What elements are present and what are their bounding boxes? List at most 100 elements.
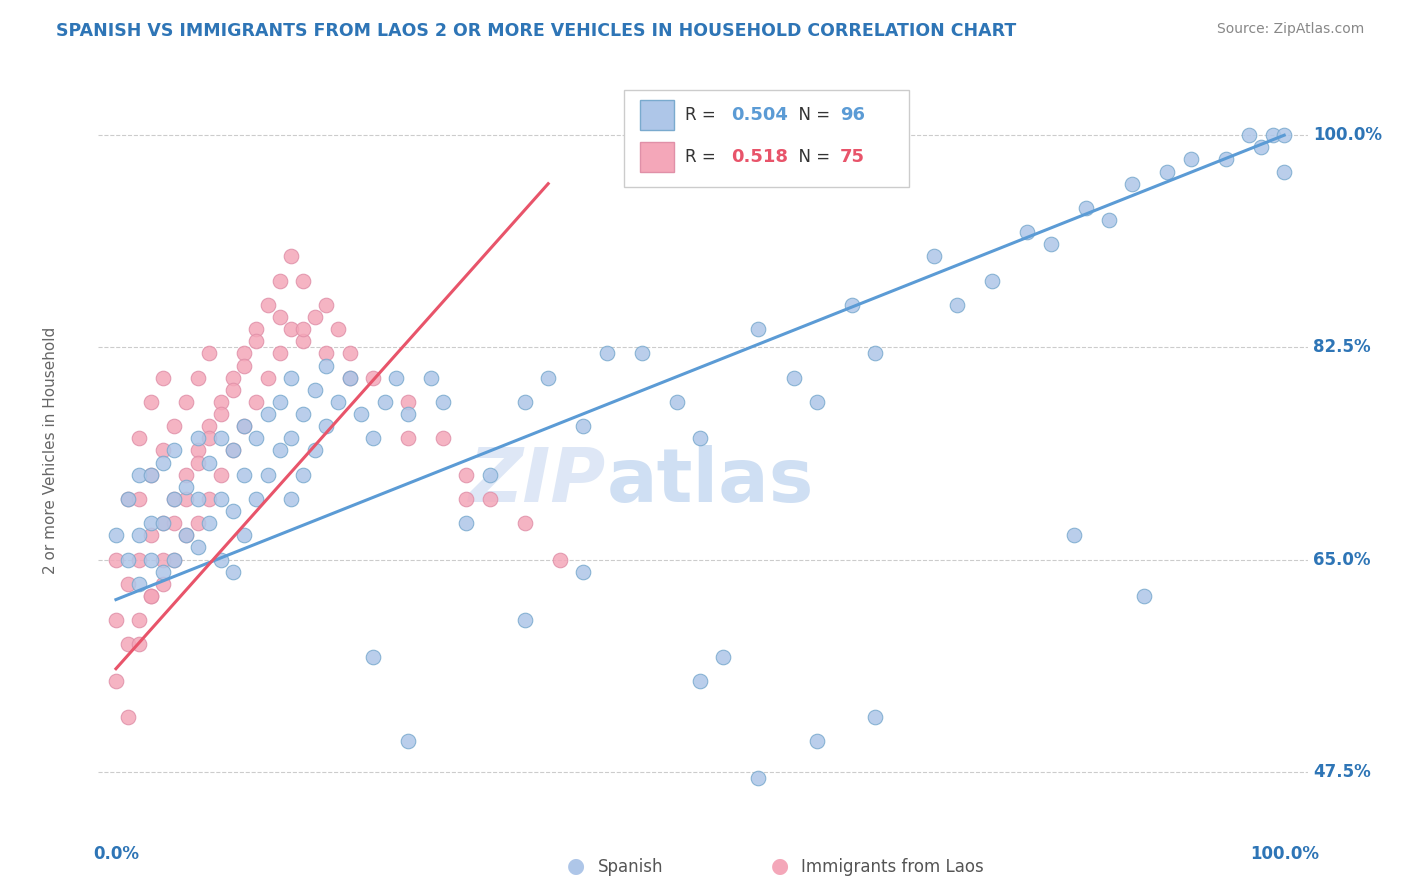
Point: [865, 710, 887, 724]
Point: [513, 516, 536, 531]
Point: [326, 395, 349, 409]
Point: [385, 370, 408, 384]
Point: [233, 346, 256, 360]
Point: [222, 565, 245, 579]
Point: [139, 395, 162, 409]
Text: SPANISH VS IMMIGRANTS FROM LAOS 2 OR MORE VEHICLES IN HOUSEHOLD CORRELATION CHAR: SPANISH VS IMMIGRANTS FROM LAOS 2 OR MOR…: [56, 22, 1017, 40]
Point: [152, 565, 174, 579]
Point: [478, 491, 501, 506]
Point: [946, 298, 969, 312]
Point: [1272, 128, 1295, 143]
Point: [361, 370, 384, 384]
Point: [198, 516, 221, 531]
Point: [187, 370, 209, 384]
Point: [1250, 140, 1272, 154]
Point: [163, 516, 186, 531]
Point: [128, 431, 150, 445]
Point: [1074, 201, 1097, 215]
Point: [233, 467, 256, 482]
Text: R =: R =: [685, 106, 721, 124]
Point: [152, 456, 174, 470]
Point: [572, 565, 595, 579]
Text: 100.0%: 100.0%: [1313, 126, 1382, 145]
Point: [1121, 177, 1143, 191]
Point: [245, 491, 267, 506]
Point: [280, 491, 302, 506]
Point: [233, 528, 256, 542]
Point: [595, 346, 617, 360]
Point: [280, 431, 302, 445]
Point: [304, 310, 326, 324]
Point: [163, 443, 186, 458]
Point: [245, 395, 267, 409]
Point: [432, 395, 454, 409]
Text: 0.504: 0.504: [731, 106, 787, 124]
Point: [478, 467, 501, 482]
Point: [152, 443, 174, 458]
Point: [209, 395, 232, 409]
Text: Immigrants from Laos: Immigrants from Laos: [801, 858, 984, 876]
Point: [152, 516, 174, 531]
Point: [163, 552, 186, 566]
Point: [198, 431, 221, 445]
Point: [315, 359, 337, 373]
Point: [713, 649, 735, 664]
Point: [981, 274, 1004, 288]
Text: Spanish: Spanish: [598, 858, 664, 876]
Point: [456, 491, 478, 506]
Point: [174, 528, 197, 542]
Point: [782, 370, 804, 384]
Point: [339, 346, 361, 360]
Point: [139, 516, 162, 531]
Point: [233, 359, 256, 373]
Point: [128, 577, 150, 591]
Point: [174, 467, 197, 482]
Point: [104, 673, 127, 688]
Point: [304, 383, 326, 397]
Point: [315, 346, 337, 360]
Point: [865, 346, 887, 360]
Text: N =: N =: [787, 106, 835, 124]
Point: [117, 577, 139, 591]
Point: [537, 370, 560, 384]
Point: [117, 552, 139, 566]
Point: [187, 541, 209, 555]
Point: [245, 334, 267, 349]
Point: [128, 491, 150, 506]
Point: [456, 516, 478, 531]
Point: [269, 443, 291, 458]
Text: 0.518: 0.518: [731, 148, 787, 166]
Text: atlas: atlas: [606, 445, 814, 518]
Point: [187, 431, 209, 445]
Point: [174, 528, 197, 542]
Text: ●: ●: [568, 856, 585, 876]
Point: [513, 613, 536, 627]
Point: [187, 443, 209, 458]
Point: [139, 467, 162, 482]
Bar: [640, 143, 673, 172]
Point: [456, 467, 478, 482]
Point: [396, 431, 419, 445]
FancyBboxPatch shape: [624, 89, 908, 186]
Point: [117, 491, 139, 506]
Point: [339, 370, 361, 384]
Point: [104, 613, 127, 627]
Point: [291, 274, 314, 288]
Point: [198, 419, 221, 434]
Point: [198, 346, 221, 360]
Point: [209, 552, 232, 566]
Text: ●: ●: [772, 856, 789, 876]
Point: [256, 407, 278, 421]
Point: [1261, 128, 1284, 143]
Point: [187, 456, 209, 470]
Text: 75: 75: [839, 148, 865, 166]
Text: 65.0%: 65.0%: [1313, 550, 1371, 568]
Point: [548, 552, 571, 566]
Point: [1237, 128, 1260, 143]
Text: 0.0%: 0.0%: [93, 845, 139, 863]
Point: [222, 370, 245, 384]
Point: [513, 395, 536, 409]
Text: 82.5%: 82.5%: [1313, 338, 1371, 357]
Point: [432, 431, 454, 445]
Point: [747, 771, 769, 785]
